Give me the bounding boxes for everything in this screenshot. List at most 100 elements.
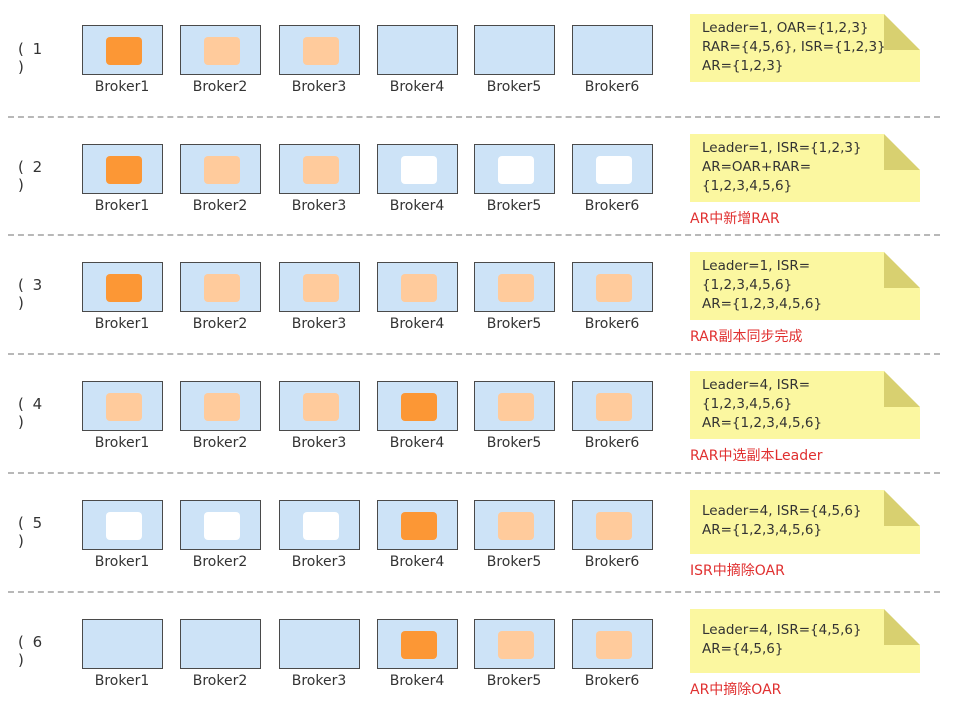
- replica-follower: [303, 37, 339, 65]
- note-fold-corner: [884, 134, 920, 170]
- note-line: {1,2,3,4,5,6}: [702, 178, 793, 194]
- broker-name: Broker3: [291, 79, 347, 95]
- broker-name: Broker6: [584, 79, 640, 95]
- broker-name: Broker1: [94, 673, 150, 689]
- replica-follower: [106, 393, 142, 421]
- dashed-divider: [8, 472, 940, 474]
- note-line: Leader=1, ISR=: [702, 258, 811, 274]
- sticky-note: Leader=1, ISR={1,2,3} AR=OAR+RAR= {1,2,3,4…: [690, 134, 920, 202]
- note-fold-corner: [884, 14, 920, 50]
- replica-empty: [303, 512, 339, 540]
- broker-box: [279, 381, 360, 431]
- broker-name: Broker2: [192, 435, 248, 451]
- replica-leader: [106, 37, 142, 65]
- broker-name: Broker4: [389, 435, 445, 451]
- broker-box: [377, 619, 458, 669]
- broker-name: Broker2: [192, 79, 248, 95]
- broker-box: [180, 25, 261, 75]
- step-row: ( 2 ) Broker1 Broker2 Broker3 Broker4 Broker5…: [0, 118, 957, 236]
- replica-follower: [498, 393, 534, 421]
- broker-name: Broker2: [192, 198, 248, 214]
- step-label: ( 1 ): [18, 40, 45, 76]
- broker-box: [180, 619, 261, 669]
- broker-name: Broker4: [389, 79, 445, 95]
- note-line: {1,2,3,4,5,6}: [702, 396, 793, 412]
- broker-box: [180, 144, 261, 194]
- broker-box: [572, 381, 653, 431]
- replica-follower: [596, 631, 632, 659]
- step-label: ( 3 ): [18, 276, 45, 312]
- sticky-note: Leader=4, ISR={4,5,6} AR={1,2,3,4,5,6}: [690, 490, 920, 554]
- dashed-divider: [8, 234, 940, 236]
- broker-box: [377, 500, 458, 550]
- replica-leader: [401, 512, 437, 540]
- step-label: ( 6 ): [18, 633, 45, 669]
- broker-name: Broker5: [486, 673, 542, 689]
- step-caption: RAR副本同步完成: [690, 329, 803, 345]
- replica-follower: [204, 274, 240, 302]
- broker-name: Broker4: [389, 198, 445, 214]
- broker-box: [82, 619, 163, 669]
- replica-follower: [596, 274, 632, 302]
- broker-name: Broker2: [192, 673, 248, 689]
- broker-name: Broker3: [291, 554, 347, 570]
- broker-name: Broker6: [584, 435, 640, 451]
- note-line: Leader=1, ISR={1,2,3}: [702, 140, 862, 156]
- sticky-note: Leader=1, ISR= {1,2,3,4,5,6} AR={1,2,3,4,5…: [690, 252, 920, 320]
- broker-box: [377, 381, 458, 431]
- replica-leader: [401, 393, 437, 421]
- step-caption: RAR中选副本Leader: [690, 448, 823, 464]
- broker-box: [474, 619, 555, 669]
- note-line: AR={1,2,3,4,5,6}: [702, 296, 823, 312]
- note-line: AR={4,5,6}: [702, 641, 784, 657]
- step-row: ( 3 ) Broker1 Broker2 Broker3 Broker4 Broker5…: [0, 236, 957, 354]
- broker-box: [474, 25, 555, 75]
- note-line: AR={1,2,3}: [702, 58, 784, 74]
- broker-box: [82, 500, 163, 550]
- dashed-divider: [8, 353, 940, 355]
- broker-name: Broker5: [486, 79, 542, 95]
- broker-name: Broker4: [389, 316, 445, 332]
- dashed-divider: [8, 116, 940, 118]
- step-label: ( 5 ): [18, 514, 45, 550]
- step-label: ( 2 ): [18, 158, 45, 194]
- broker-box: [180, 500, 261, 550]
- broker-box: [279, 25, 360, 75]
- broker-box: [572, 619, 653, 669]
- step-row: ( 6 ) Broker1 Broker2 Broker3 Broker4 Broker5…: [0, 593, 957, 711]
- broker-box: [572, 25, 653, 75]
- broker-box: [82, 25, 163, 75]
- broker-box: [82, 262, 163, 312]
- broker-box: [377, 25, 458, 75]
- broker-box: [279, 262, 360, 312]
- broker-box: [572, 144, 653, 194]
- broker-name: Broker3: [291, 673, 347, 689]
- broker-name: Broker5: [486, 435, 542, 451]
- broker-box: [279, 500, 360, 550]
- step-row: ( 4 ) Broker1 Broker2 Broker3 Broker4 Broker5…: [0, 355, 957, 473]
- broker-name: Broker5: [486, 316, 542, 332]
- broker-name: Broker4: [389, 673, 445, 689]
- note-fold-corner: [884, 371, 920, 407]
- sticky-note: Leader=4, ISR={4,5,6} AR={4,5,6}: [690, 609, 920, 673]
- note-fold-corner: [884, 609, 920, 645]
- broker-name: Broker6: [584, 316, 640, 332]
- broker-box: [572, 262, 653, 312]
- broker-box: [180, 262, 261, 312]
- replica-follower: [401, 274, 437, 302]
- replica-follower: [498, 274, 534, 302]
- broker-name: Broker6: [584, 554, 640, 570]
- broker-name: Broker6: [584, 673, 640, 689]
- broker-box: [474, 500, 555, 550]
- broker-box: [377, 144, 458, 194]
- note-line: Leader=4, ISR={4,5,6}: [702, 503, 862, 519]
- step-caption: ISR中摘除OAR: [690, 563, 785, 579]
- replica-empty: [204, 512, 240, 540]
- replica-follower: [204, 156, 240, 184]
- broker-name: Broker2: [192, 316, 248, 332]
- replica-empty: [106, 512, 142, 540]
- broker-name: Broker6: [584, 198, 640, 214]
- broker-box: [474, 262, 555, 312]
- broker-name: Broker1: [94, 435, 150, 451]
